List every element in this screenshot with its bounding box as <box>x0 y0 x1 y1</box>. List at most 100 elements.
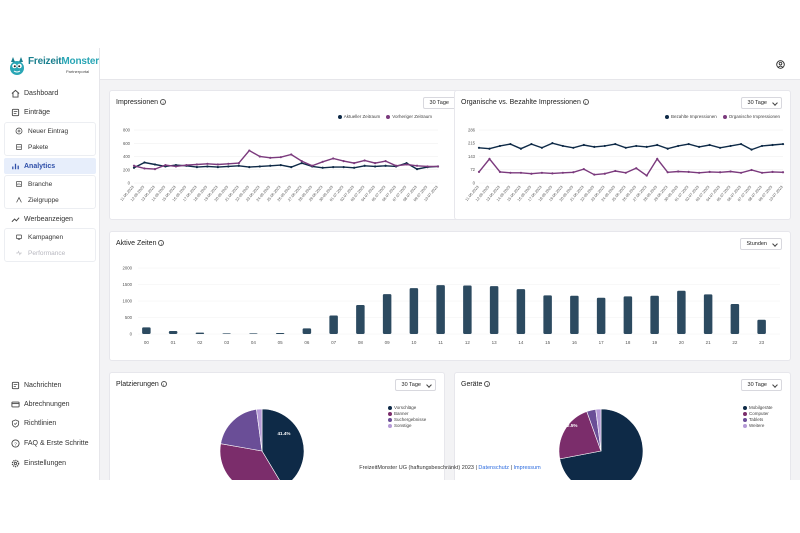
legend-item[interactable]: Banner <box>388 411 426 417</box>
performance-icon <box>14 248 24 258</box>
data-point <box>781 171 785 174</box>
data-point <box>290 166 293 169</box>
data-point <box>729 170 732 173</box>
impressions-title: Impressionen i <box>116 99 167 106</box>
data-point <box>436 165 440 168</box>
sidebar-item-analytics[interactable]: Analytics <box>4 158 96 174</box>
legend-item[interactable]: Vorheriger Zeitraum <box>386 114 432 119</box>
x-tick-label: 16 <box>572 340 578 345</box>
x-tick-label: 23 <box>759 340 765 345</box>
sidebar-item-packages[interactable]: Pakete <box>4 139 96 155</box>
data-point <box>750 168 753 172</box>
trend-icon <box>10 214 20 224</box>
active-range-dropdown[interactable]: Stunden <box>739 238 782 250</box>
data-point <box>269 156 272 159</box>
data-point <box>771 143 774 147</box>
pie-slice <box>559 408 644 480</box>
sidebar-item-target-group[interactable]: Zielgruppe <box>4 192 96 208</box>
x-tick-label: 15 <box>545 340 551 345</box>
data-point <box>143 167 146 170</box>
imprint-link[interactable]: Impressum <box>513 465 541 471</box>
sidebar-item-dashboard[interactable]: Dashboard <box>4 85 96 101</box>
y-tick-label: 1000 <box>122 299 132 304</box>
svg-text:?: ? <box>14 441 17 447</box>
bar <box>195 332 205 334</box>
sidebar-item-guidelines[interactable]: Richtlinien <box>4 415 96 431</box>
placements-range-dropdown[interactable]: 30 Tage <box>394 379 436 391</box>
sidebar-item-performance[interactable]: Performance <box>4 245 96 261</box>
brand-logo[interactable]: FreizeitMonster Partnerportal <box>6 54 99 78</box>
sidebar-item-branch[interactable]: Branche <box>4 176 96 192</box>
y-tick-label: 0 <box>128 181 131 186</box>
data-point <box>374 162 377 165</box>
sidebar-item-label: Pakete <box>28 143 49 151</box>
data-point <box>666 171 669 174</box>
data-point <box>645 174 648 177</box>
pie-slice <box>558 411 602 460</box>
legend-item[interactable]: Weitere <box>743 423 773 429</box>
sidebar-item-new-entry[interactable]: Neuer Eintrag <box>4 123 96 139</box>
legend-item[interactable]: Organische Impressionen <box>722 114 780 119</box>
sidebar-item-campaigns[interactable]: Kampagnen <box>4 229 96 245</box>
data-point <box>760 171 764 174</box>
devices-range-dropdown[interactable]: 30 Tage <box>740 379 782 391</box>
sidebar-item-settings[interactable]: Einstellungen <box>4 455 96 471</box>
data-point <box>687 170 690 173</box>
info-icon[interactable]: i <box>582 99 589 106</box>
info-icon[interactable]: i <box>160 99 167 106</box>
sidebar-item-ads[interactable]: Werbeanzeigen <box>4 211 96 227</box>
legend-item[interactable]: Mobilgeräte <box>743 405 773 411</box>
data-point <box>656 157 659 161</box>
data-point <box>498 170 502 173</box>
organic-paid-card: Organische vs. Bezahlte Impressionen i 30… <box>454 90 791 220</box>
sidebar-item-label: FAQ & Erste Schritte <box>24 439 89 447</box>
data-point <box>174 165 178 168</box>
sidebar-item-billing[interactable]: Abrechnungen <box>4 396 96 412</box>
data-point <box>488 157 491 161</box>
impressions-range-dropdown[interactable]: 30 Tage <box>422 97 464 109</box>
pie-slice <box>256 408 263 452</box>
legend-item[interactable]: Sonstige <box>388 423 426 429</box>
data-point <box>363 159 366 162</box>
legend-item[interactable]: Aktueller Zeitraum <box>337 114 380 119</box>
data-point <box>415 167 419 171</box>
data-point <box>708 143 711 147</box>
legend-item[interactable]: Suchergebnisse <box>388 417 426 423</box>
data-point <box>540 146 543 149</box>
data-point <box>656 143 659 147</box>
package-icon <box>14 142 24 152</box>
y-tick-label: 800 <box>123 128 131 133</box>
analytics-subgroup <box>4 175 96 209</box>
data-point <box>760 144 764 148</box>
legend-item[interactable]: Vorschläge <box>388 405 426 411</box>
sidebar-item-label: Abrechnungen <box>24 400 70 408</box>
data-point <box>771 170 774 173</box>
app-shell: FreizeitMonster Partnerportal Dashboard … <box>0 48 800 480</box>
sidebar-item-messages[interactable]: Nachrichten <box>4 377 96 393</box>
legend-item[interactable]: Bezahlte Impressionen <box>664 114 717 119</box>
data-point <box>719 146 722 149</box>
x-tick-label: 07 <box>331 340 337 345</box>
series-line <box>478 142 784 151</box>
sidebar-item-faq[interactable]: ? FAQ & Erste Schritte <box>4 435 96 451</box>
legend-item[interactable]: Computer <box>743 411 773 417</box>
y-tick-label: 215 <box>468 141 476 146</box>
sidebar-item-entries[interactable]: Einträge <box>4 104 96 120</box>
legend-item[interactable]: Tablets <box>743 417 773 423</box>
bar <box>703 294 713 334</box>
data-point <box>258 155 261 158</box>
active-times-title: Aktive Zeiten i <box>116 240 165 247</box>
data-point <box>206 165 209 168</box>
x-tick-label: 01 <box>171 340 177 345</box>
data-point <box>750 148 753 151</box>
data-point <box>269 164 272 167</box>
info-icon[interactable]: i <box>160 381 167 388</box>
privacy-link[interactable]: Datenschutz <box>478 465 509 471</box>
pie-slice <box>261 408 305 480</box>
data-point <box>258 165 261 168</box>
info-icon[interactable]: i <box>158 240 165 247</box>
user-profile-icon[interactable] <box>776 60 785 69</box>
x-tick-label: 11 <box>438 340 443 345</box>
info-icon[interactable]: i <box>484 381 491 388</box>
organic-range-dropdown[interactable]: 30 Tage <box>740 97 782 109</box>
